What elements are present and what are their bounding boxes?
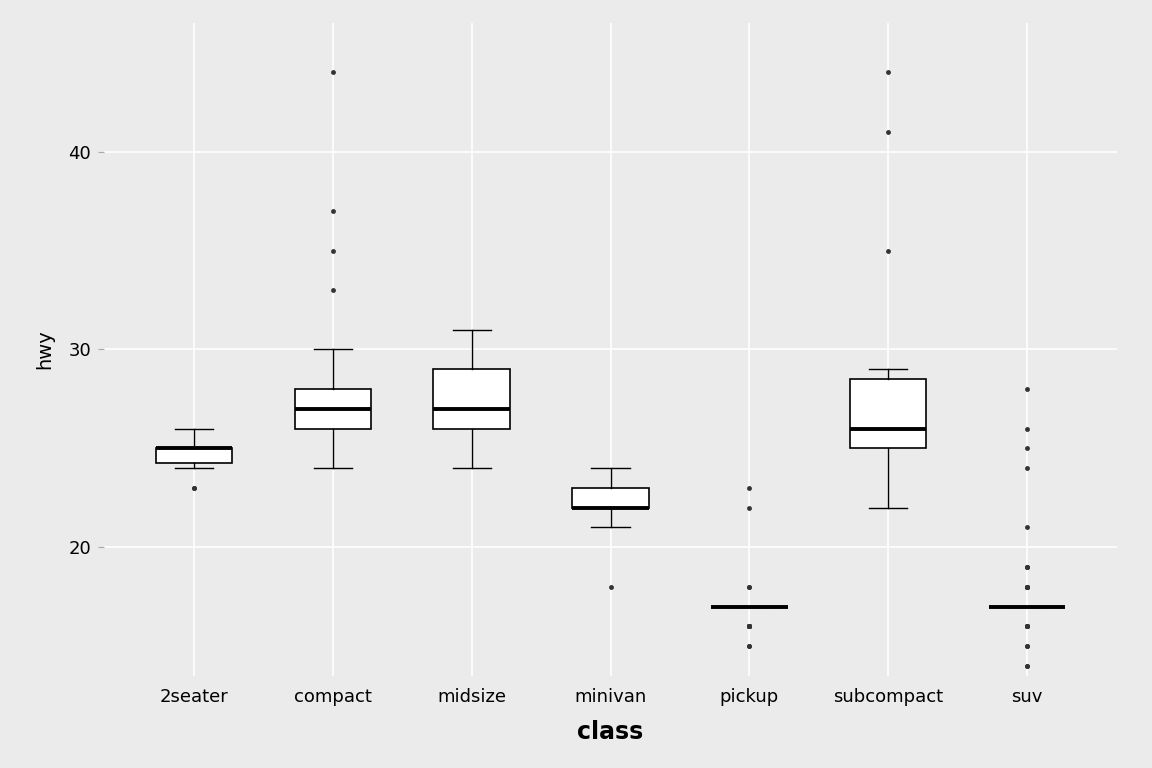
- PathPatch shape: [433, 369, 510, 429]
- PathPatch shape: [850, 379, 926, 449]
- Y-axis label: hwy: hwy: [36, 329, 54, 369]
- PathPatch shape: [295, 389, 371, 429]
- X-axis label: class: class: [577, 720, 644, 743]
- PathPatch shape: [573, 488, 649, 508]
- PathPatch shape: [156, 449, 233, 463]
